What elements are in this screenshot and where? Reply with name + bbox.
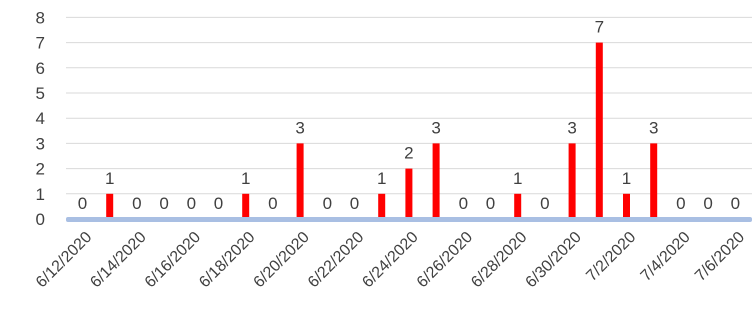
y-tick-label: 8 <box>36 8 45 27</box>
y-tick-label: 1 <box>36 185 45 204</box>
data-label: 2 <box>404 144 413 163</box>
x-tick-label: 6/28/2020 <box>468 229 530 291</box>
x-tick-label: 7/6/2020 <box>692 229 748 285</box>
data-label: 3 <box>431 118 440 137</box>
data-label: 0 <box>268 194 277 213</box>
x-tick-label: 6/24/2020 <box>359 229 421 291</box>
bar <box>432 143 440 219</box>
bar <box>650 143 658 219</box>
x-tick-label: 6/20/2020 <box>251 229 313 291</box>
x-tick-label: 7/4/2020 <box>638 229 694 285</box>
data-label: 7 <box>595 18 604 37</box>
data-label: 0 <box>78 194 87 213</box>
y-tick-label: 6 <box>36 59 45 78</box>
data-label: 0 <box>486 194 495 213</box>
data-label: 1 <box>377 169 386 188</box>
y-tick-label: 7 <box>36 34 45 53</box>
y-tick-label: 4 <box>36 109 45 128</box>
y-tick-label: 2 <box>36 160 45 179</box>
x-axis-tick-labels: 6/12/20206/14/20206/16/20206/18/20206/20… <box>33 229 748 291</box>
bar <box>595 42 603 219</box>
data-label: 0 <box>540 194 549 213</box>
bars <box>106 42 658 219</box>
x-tick-label: 6/30/2020 <box>523 229 585 291</box>
x-tick-label: 6/16/2020 <box>142 229 204 291</box>
x-tick-label: 6/18/2020 <box>196 229 258 291</box>
data-label: 0 <box>703 194 712 213</box>
data-label: 1 <box>622 169 631 188</box>
x-axis-line <box>66 217 752 222</box>
data-label: 0 <box>676 194 685 213</box>
x-tick-label: 6/12/2020 <box>33 229 95 291</box>
bar <box>296 143 304 219</box>
data-label: 0 <box>731 194 740 213</box>
bar <box>378 193 386 219</box>
bar <box>242 193 250 219</box>
x-tick-label: 6/22/2020 <box>305 229 367 291</box>
x-tick-label: 7/2/2020 <box>583 229 639 285</box>
data-label: 1 <box>241 169 250 188</box>
bar <box>623 193 630 219</box>
data-label: 0 <box>323 194 332 213</box>
gridlines <box>66 16 752 195</box>
y-tick-label: 3 <box>36 134 45 153</box>
data-label: 3 <box>649 118 658 137</box>
data-label: 3 <box>295 118 304 137</box>
data-label: 0 <box>187 194 196 213</box>
bar <box>106 193 114 219</box>
y-tick-label: 5 <box>36 84 45 103</box>
x-tick-label: 6/14/2020 <box>87 229 149 291</box>
data-label: 0 <box>350 194 359 213</box>
data-label: 0 <box>159 194 168 213</box>
data-label: 0 <box>132 194 141 213</box>
bar <box>568 143 576 219</box>
data-label: 1 <box>513 169 522 188</box>
y-tick-label: 0 <box>36 210 45 229</box>
y-axis-tick-labels: 0 1 2 3 4 5 6 7 8 <box>36 8 45 229</box>
data-label: 3 <box>567 118 576 137</box>
data-label: 0 <box>459 194 468 213</box>
data-label: 0 <box>214 194 223 213</box>
bar <box>514 193 522 219</box>
bar <box>405 168 413 219</box>
x-tick-label: 6/26/2020 <box>414 229 476 291</box>
data-label: 1 <box>105 169 114 188</box>
